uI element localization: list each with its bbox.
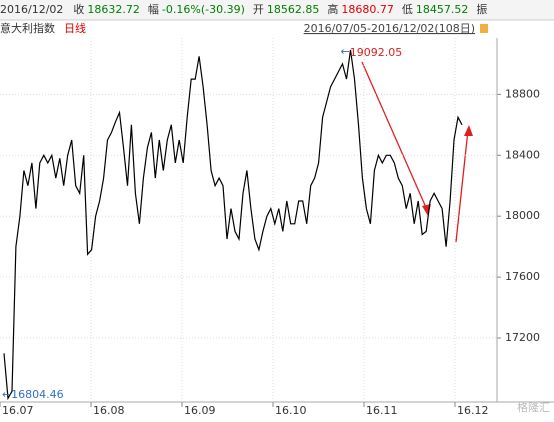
y-tick-label: 17600 bbox=[505, 270, 540, 283]
stat-label: 幅 bbox=[148, 3, 159, 16]
max-arrow: ← bbox=[340, 45, 349, 58]
y-tick-label: 18000 bbox=[505, 209, 540, 222]
stat-value: 18562.85 bbox=[267, 3, 320, 16]
y-tick-label: 18800 bbox=[505, 87, 540, 100]
stat-label: 高 bbox=[327, 2, 338, 16]
x-tick-label: 16.08 bbox=[93, 404, 125, 417]
date-range: 2016/07/05-2016/12/02(108日) bbox=[304, 22, 475, 35]
stat-value: 18680.77 bbox=[341, 3, 394, 16]
min-label: ←16804.46 bbox=[2, 388, 64, 401]
stat-label: 收 bbox=[73, 2, 84, 16]
index-name: 意大利指数 bbox=[0, 21, 55, 35]
header-bar bbox=[0, 0, 554, 20]
stat-value: -0.16%(-30.39) bbox=[162, 3, 245, 16]
up-arrow bbox=[455, 129, 469, 243]
price-line bbox=[3, 49, 463, 401]
stat-value: 18457.52 bbox=[416, 3, 469, 16]
lock-icon bbox=[480, 24, 488, 33]
x-tick-label: 16.12 bbox=[457, 404, 489, 417]
watermark: 格隆汇 bbox=[517, 400, 550, 414]
header: 2016/12/02 收 18632.72 幅 -0.16%(-30.39) 开 18562… bbox=[0, 2, 487, 16]
x-tick-label: 16.09 bbox=[184, 404, 216, 417]
x-tick-label: 16.10 bbox=[275, 404, 307, 417]
stat-label: 振 bbox=[476, 2, 487, 16]
down-arrow bbox=[361, 61, 429, 213]
y-tick-label: 17200 bbox=[505, 331, 540, 344]
max-label: 19092.05 bbox=[350, 46, 403, 59]
period: 日线 bbox=[64, 21, 86, 35]
date: 2016/12/02 bbox=[0, 3, 63, 16]
up-arrow-head bbox=[464, 125, 473, 136]
y-tick-label: 18400 bbox=[505, 148, 540, 161]
stat-value: 18632.72 bbox=[87, 3, 140, 16]
stat-label: 开 bbox=[253, 3, 264, 16]
x-tick-label: 16.07 bbox=[2, 404, 34, 417]
stat-label: 低 bbox=[402, 3, 413, 16]
x-tick-label: 16.11 bbox=[366, 404, 398, 417]
